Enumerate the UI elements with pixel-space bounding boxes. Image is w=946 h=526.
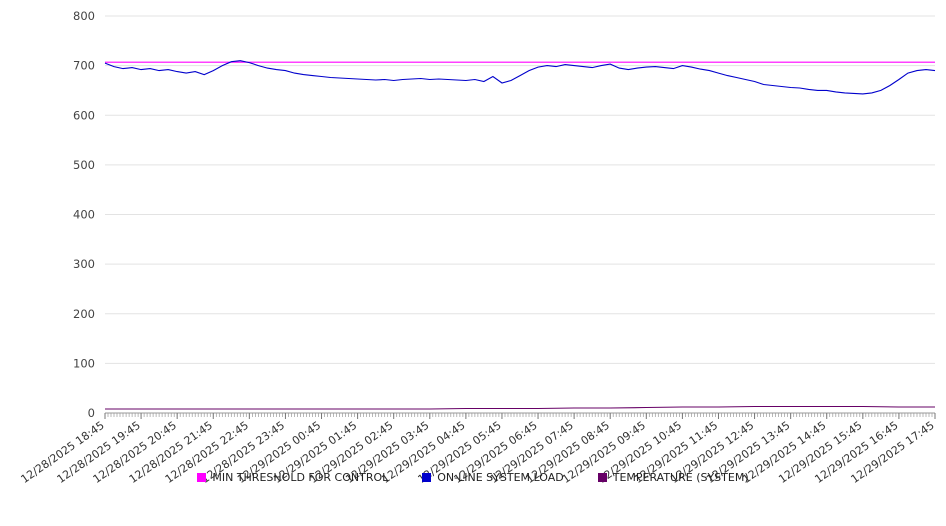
y-axis-tick-label: 600 (73, 108, 95, 122)
series-line-on-line-system-load (104, 60, 936, 95)
series-line-temperature-system- (105, 405, 935, 410)
legend-label: MIN THRESHOLD FOR CONTROL (212, 471, 389, 484)
chart-legend: MIN THRESHOLD FOR CONTROL ON-LINE SYSTEM … (0, 471, 946, 484)
legend-item[interactable]: MIN THRESHOLD FOR CONTROL (197, 471, 388, 484)
legend-swatch-icon (197, 473, 207, 482)
legend-swatch-icon (597, 473, 607, 482)
y-axis-tick-label: 0 (88, 406, 95, 420)
y-axis-tick-label: 700 (73, 59, 95, 73)
y-axis-tick-label: 200 (73, 307, 95, 321)
legend-swatch-icon (422, 473, 432, 482)
y-axis-tick-label: 400 (73, 208, 95, 222)
line-chart: 0 100 200 300 400 500 600 700 800 12/28/2025 18:4… (0, 9, 946, 486)
legend-label: TEMPERATURE (SYSTEM) (612, 471, 749, 484)
y-axis-tick-label: 300 (73, 257, 95, 271)
x-axis-minor-ticks (104, 413, 936, 417)
legend-item[interactable]: ON-LINE SYSTEM LOAD (422, 471, 564, 484)
legend-label: ON-LINE SYSTEM LOAD (437, 471, 564, 484)
y-axis-tick-label: 800 (73, 9, 95, 23)
y-axis-tick-label: 500 (73, 158, 95, 172)
y-axis-tick-label: 100 (73, 356, 95, 370)
legend-item[interactable]: TEMPERATURE (SYSTEM) (597, 471, 749, 484)
